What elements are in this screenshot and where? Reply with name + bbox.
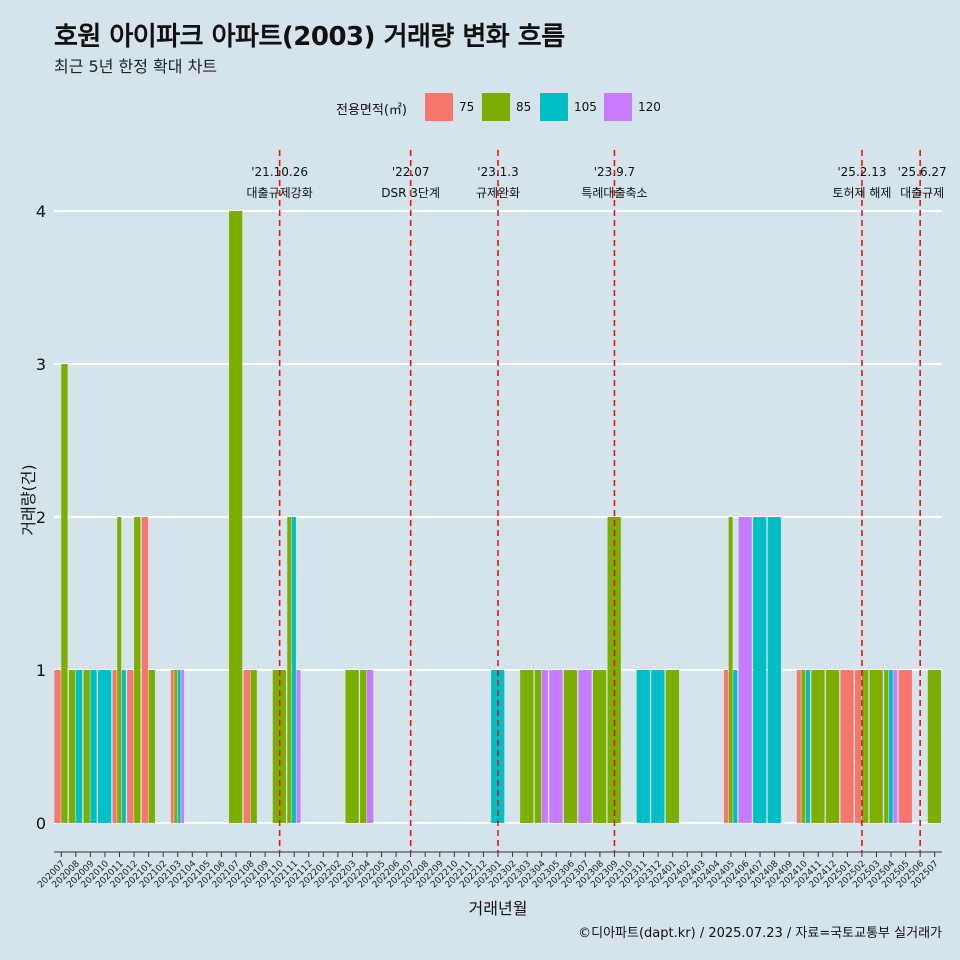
bar-105-202111 [291,517,296,823]
y-tick-label: 0 [36,814,46,833]
bar-120-202111 [296,670,301,823]
y-tick-label: 2 [36,508,46,527]
y-tick-label: 4 [36,202,46,221]
bar-120-202504 [893,670,898,823]
bar-75-202410 [796,670,801,823]
bar-105-202504 [888,670,893,823]
bar-85-202502 [861,670,869,823]
y-tick-label: 1 [36,661,46,680]
event-date: '21.10.26 [251,165,308,179]
caption: ©디아파트(dapt.kr) / 2025.07.23 / 자료=국토교통부 실… [578,926,942,941]
bar-105-202008 [75,670,83,823]
bar-75-202501 [840,670,854,823]
bar-85-202008 [68,670,76,823]
event-label: 토허제 해제 [832,186,891,200]
bar-105-202405 [733,670,738,823]
bar-75-202103 [170,670,174,823]
bar-105-202407 [753,517,767,823]
bar-105-202311 [636,670,650,823]
bar-75-202011 [112,670,117,823]
bar-120-202305 [549,670,563,823]
bar-105-202408 [767,517,781,823]
bar-105-202410 [806,670,811,823]
event-label: 대출규제강화 [247,186,313,200]
bar-85-202101 [148,670,155,823]
bar-85-202111 [287,517,292,823]
legend-swatch-85 [482,93,510,121]
bar-105-202010 [98,670,112,823]
event-date: '23.9.7 [594,165,635,179]
legend-swatch-75 [425,93,453,121]
legend: 전용면적(㎡) 75 85 105 120 [0,92,960,122]
bar-120-202103 [181,670,185,823]
event-date: '22.07 [392,165,430,179]
bar-85-202108 [250,670,257,823]
bar-85-202303 [520,670,534,823]
bar-75-202108 [243,670,250,823]
bar-85-202110 [272,670,286,823]
bar-75-202101 [141,517,149,823]
event-date: '25.2.13 [837,165,886,179]
legend-title: 전용면적(㎡) [336,103,407,118]
bar-85-202204 [360,670,367,823]
event-date: '23.1.3 [477,165,518,179]
legend-swatch-120 [604,93,632,121]
legend-label-75: 75 [459,100,475,114]
bar-120-202307 [578,670,592,823]
bar-85-202405 [728,517,733,823]
bar-105-202011 [121,670,126,823]
y-axis-title: 거래량(건) [19,464,38,535]
bar-85-202107 [229,211,243,823]
bar-85-202304 [534,670,542,823]
bar-75-202505 [898,670,912,823]
bar-85-202401 [665,670,680,823]
bar-120-202304 [541,670,548,823]
x-axis-title: 거래년월 [469,899,528,918]
event-label: 특례대출축소 [581,186,647,200]
legend-swatch-105 [540,93,568,121]
bar-75-202502 [855,670,862,823]
legend-label-105: 105 [574,100,597,114]
bar-85-202503 [869,670,883,823]
chart-subtitle: 최근 5년 한정 확대 차트 [54,57,218,76]
bar-120-202406 [738,517,752,823]
bar-85-202012 [134,517,141,823]
bar-85-202411 [811,670,825,823]
bar-85-202203 [345,670,359,823]
bar-105-202301 [491,670,505,823]
bar-75-202012 [127,670,134,823]
bar-105-202312 [651,670,665,823]
bar-105-202103 [177,670,181,823]
bar-105-202009 [90,670,97,823]
event-label: DSR 3단계 [381,186,440,200]
event-label: 규제완화 [476,186,520,200]
bar-75-202007 [54,670,61,823]
bar-120-202204 [366,670,374,823]
bar-85-202103 [174,670,178,823]
bar-75-202405 [724,670,729,823]
y-tick-label: 3 [36,355,46,374]
bar-85-202009 [83,670,90,823]
bar-85-202306 [563,670,578,823]
bar-85-202308 [592,670,607,823]
bar-85-202504 [884,670,889,823]
event-date: '25.6.27 [898,165,947,179]
bar-85-202412 [825,670,840,823]
legend-label-120: 120 [638,100,661,114]
chart-title: 호원 아이파크 아파트(2003) 거래량 변화 흐름 [54,22,565,52]
legend-label-85: 85 [516,100,532,114]
bar-85-202007 [61,364,68,823]
event-label: 대출규제 [900,186,944,200]
bar-85-202410 [801,670,806,823]
bar-85-202011 [117,517,122,823]
bar-85-202507 [927,670,942,823]
